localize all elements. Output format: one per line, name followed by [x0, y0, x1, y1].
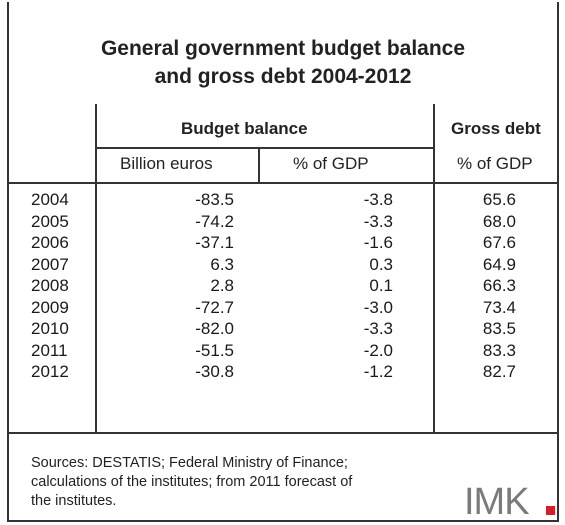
pct-gdp-cell: -2.0: [363, 340, 393, 360]
table-title: General government budget balance and gr…: [9, 35, 557, 91]
debt-column-divider: [433, 104, 435, 432]
year-cell: 2007: [31, 254, 69, 274]
gross-debt-cell: 82.7: [482, 362, 516, 381]
pct-gdp-cell: -3.3: [363, 211, 393, 231]
year-cell: 2009: [31, 297, 69, 317]
year-cell: 2008: [31, 276, 69, 295]
year-column-divider: [95, 104, 97, 432]
pct-gdp-cell: -3.3: [363, 319, 393, 338]
gross-debt-cell: 83.5: [482, 319, 516, 338]
source-line-1: Sources: DESTATIS; Federal Ministry of F…: [31, 455, 348, 471]
billion-euros-header: Billion euros: [120, 154, 213, 173]
header-bottom-rule: [9, 182, 557, 184]
imk-logo-accent: [546, 506, 555, 515]
year-cell: 2006: [31, 233, 69, 252]
billion-euros-cell: -82.0: [195, 319, 234, 338]
gross-debt-cell: 73.4: [482, 297, 516, 317]
billion-euros-cell: -51.5: [195, 340, 234, 360]
source-note: Sources: DESTATIS; Federal Ministry of F…: [31, 454, 471, 511]
gross-debt-cell: 66.3: [482, 276, 516, 295]
imk-logo: IMK: [464, 484, 555, 518]
pct-gdp-cell: -3.0: [363, 297, 393, 317]
billion-euros-cell: -74.2: [195, 211, 234, 231]
table-bottom-rule: [9, 432, 557, 434]
table-frame: General government budget balance and gr…: [7, 2, 559, 522]
year-cell: 2011: [31, 340, 68, 360]
year-cell: 2005: [31, 211, 69, 231]
year-cell: 2004: [31, 190, 69, 209]
group-header-rule: [95, 147, 435, 149]
pct-gdp-cell: -1.6: [363, 233, 393, 252]
year-cell: 2012: [31, 362, 69, 381]
pct-gdp-cell: -3.8: [363, 190, 393, 209]
pct-gdp-cell: 0.1: [369, 276, 393, 295]
gross-debt-cell: 67.6: [482, 233, 516, 252]
pct-gdp-header: % of GDP: [293, 154, 369, 173]
gross-debt-header: Gross debt: [451, 119, 541, 138]
budget-subcolumn-divider: [258, 147, 260, 182]
source-line-2: calculations of the institutes; from 201…: [31, 474, 353, 490]
gross-debt-cell: 64.9: [482, 254, 516, 274]
gross-debt-cell: 83.3: [482, 340, 516, 360]
billion-euros-cell: -83.5: [195, 190, 234, 209]
imk-logo-text: IMK: [464, 484, 529, 518]
billion-euros-cell: 6.3: [210, 254, 234, 274]
year-cell: 2010: [31, 319, 69, 338]
pct-gdp-cell: 0.3: [369, 254, 393, 274]
billion-euros-cell: 2.8: [210, 276, 234, 295]
debt-pct-gdp-header: % of GDP: [457, 154, 533, 173]
pct-gdp-cell: -1.2: [363, 362, 393, 381]
billion-euros-cell: -72.7: [195, 297, 234, 317]
gross-debt-cell: 68.0: [482, 211, 516, 231]
source-line-3: the institutes.: [31, 493, 117, 509]
title-line-1: General government budget balance: [100, 37, 466, 60]
title-line-2: and gross debt 2004-2012: [154, 65, 412, 88]
budget-balance-header: Budget balance: [181, 119, 308, 138]
gross-debt-cell: 65.6: [482, 190, 516, 209]
billion-euros-cell: -37.1: [195, 233, 234, 252]
billion-euros-cell: -30.8: [195, 362, 234, 381]
